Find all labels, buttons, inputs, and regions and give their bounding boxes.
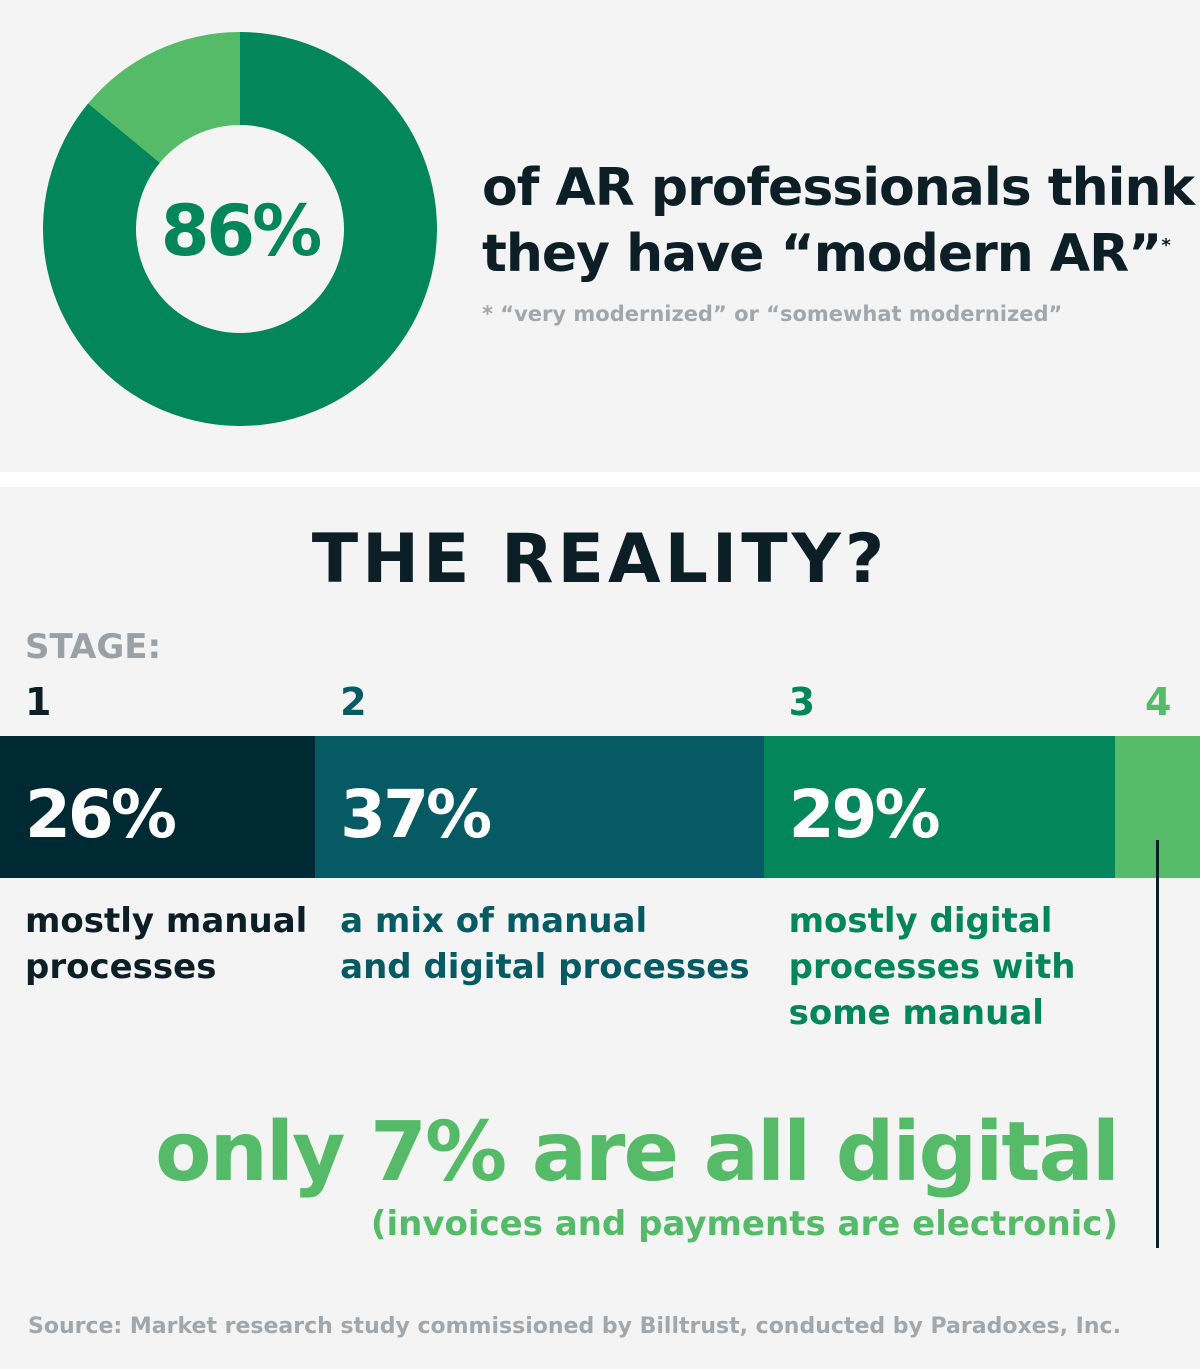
stage-label: STAGE:	[25, 627, 162, 667]
headline-line-2-text: they have “modern AR”	[482, 224, 1162, 284]
bottom-panel	[0, 487, 1200, 1369]
donut-slice-1	[42, 32, 437, 426]
donut-chart	[42, 31, 437, 426]
stage-2-description: a mix of manual and digital processes	[340, 901, 750, 987]
stage-1-segment	[0, 736, 316, 878]
stage-1-percent: 26%	[25, 776, 177, 853]
stage-3-number: 3	[788, 680, 816, 724]
headline-line-1: of AR professionals think	[482, 158, 1195, 218]
stage-3-segment	[763, 736, 1116, 878]
stage-2-segment	[315, 736, 764, 878]
donut-center-label: 86%	[160, 190, 323, 272]
stage-3-percent: 29%	[788, 776, 941, 853]
headline-line-2: they have “modern AR”*	[482, 221, 1194, 287]
stage-bar: 26% 37% 29%	[0, 736, 1200, 878]
stage-2-percent: 37%	[340, 776, 492, 853]
headline: of AR professionals think they have “mod…	[482, 155, 1195, 287]
top-panel: 86% of AR professionals think they have …	[0, 0, 1200, 472]
callout-main: only 7% are all digital	[155, 1105, 1120, 1200]
stage-4-callout-line	[1156, 840, 1159, 1248]
stage-1-number: 1	[25, 680, 52, 724]
stage-2-number: 2	[340, 680, 367, 724]
footnote-marker: *	[1161, 235, 1170, 256]
callout-sub: (invoices and payments are electronic)	[370, 1204, 1118, 1244]
source-note: Source: Market research study commission…	[28, 1314, 1121, 1339]
stage-4-number: 4	[1145, 680, 1172, 724]
stage-1-description: mostly manual processes	[25, 901, 308, 987]
stage-3-description: mostly digital processes with some manual	[788, 901, 1076, 1033]
donut-slice-2	[88, 31, 240, 163]
section-title: THE REALITY?	[311, 520, 889, 599]
footnote: * “very modernized” or “somewhat moderni…	[482, 302, 1063, 326]
